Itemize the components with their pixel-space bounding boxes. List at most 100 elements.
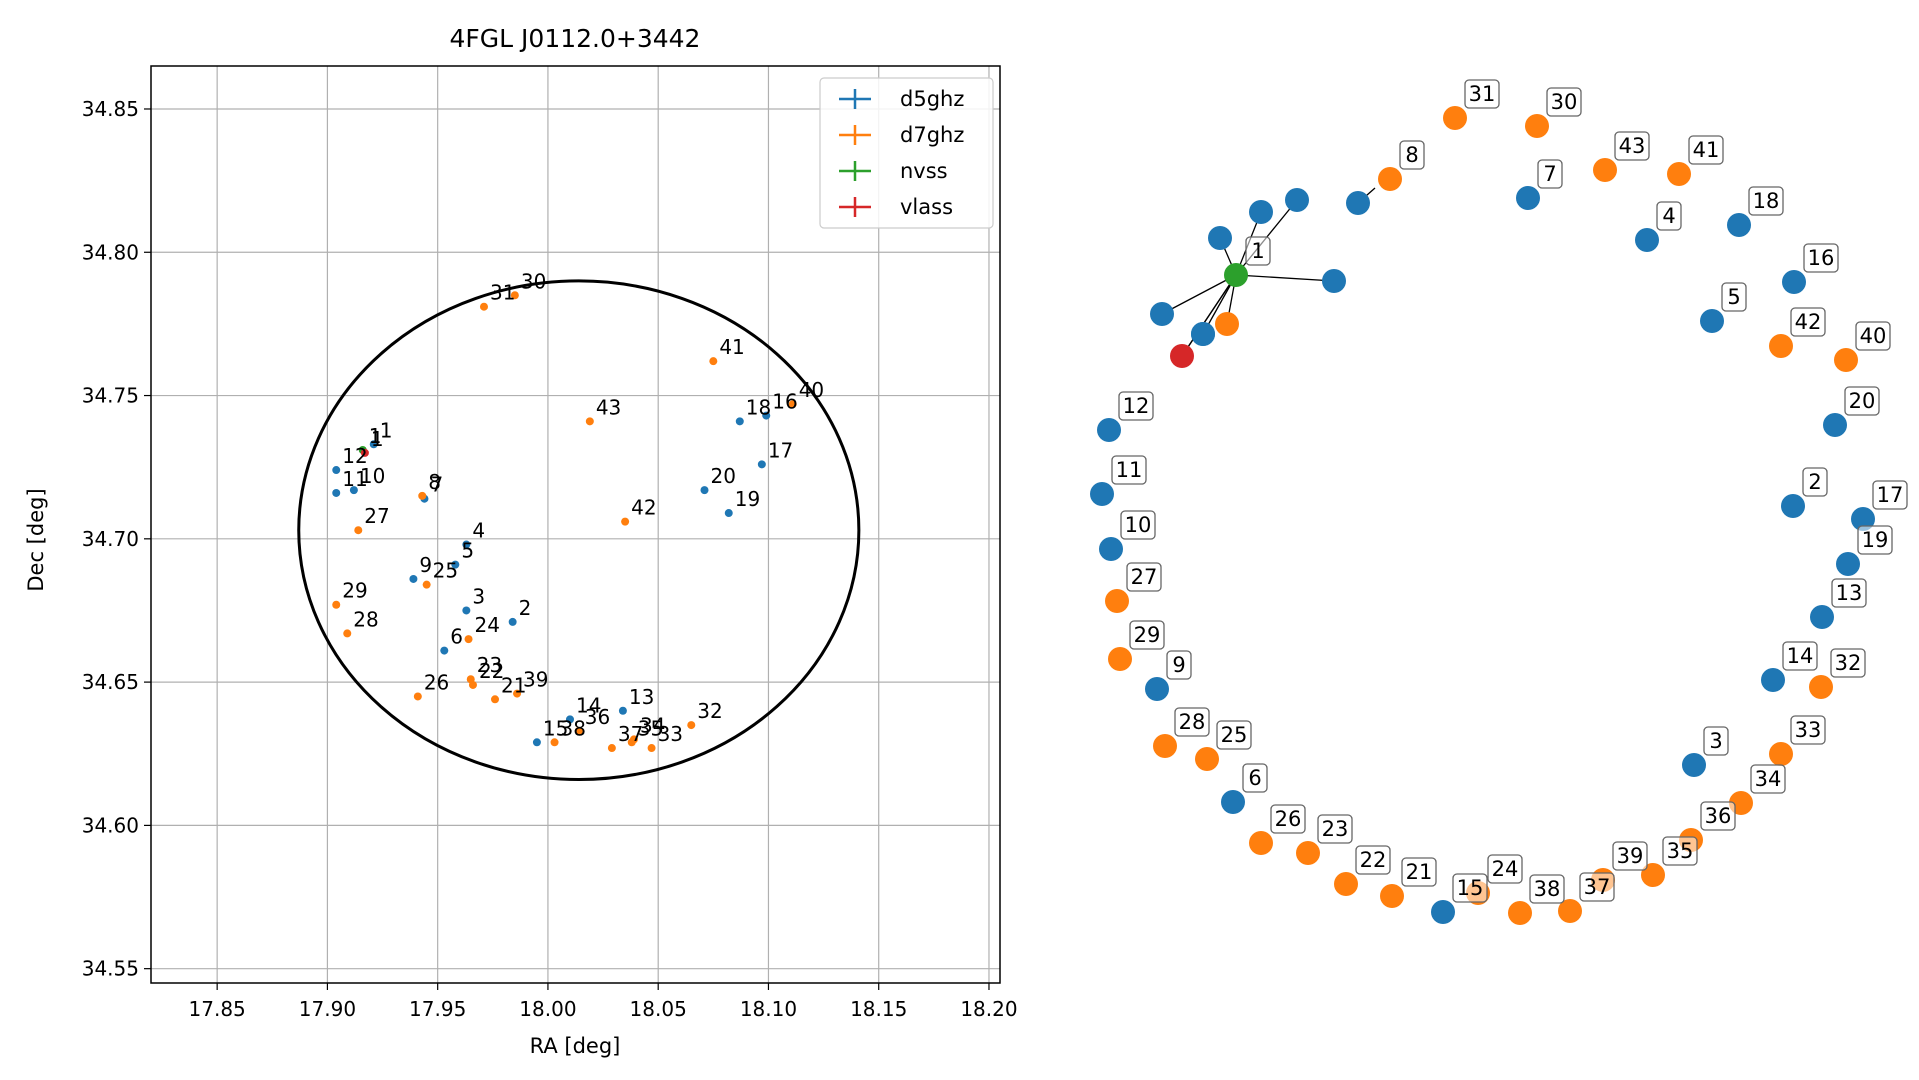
graph-node-label-box	[1748, 186, 1784, 216]
graph-node-label-box	[1614, 131, 1650, 161]
plot-frame	[150, 65, 1001, 984]
point-d5ghz-4	[462, 540, 471, 549]
graph-node-37	[1558, 899, 1582, 923]
x-tick-label: 18.05	[630, 997, 687, 1021]
x-axis-ticks: 17.85 17.90 17.95 18.00 18.05 18.10 18.15 18.20	[189, 983, 1018, 1021]
graph-node-label: 22	[1360, 848, 1387, 872]
graph-node-label-box	[1703, 726, 1729, 756]
point-d7ghz-26	[413, 692, 422, 701]
x-axis-title: RA [deg]	[530, 1034, 621, 1058]
graph-node-d5ghz	[1150, 302, 1174, 326]
graph-node-label-box	[1872, 480, 1908, 510]
graph-node-label: 11	[1116, 458, 1143, 482]
point-label: 28	[353, 607, 378, 631]
graph-node-15	[1431, 900, 1455, 924]
graph-node-29	[1108, 647, 1132, 671]
point-label: 18	[746, 395, 771, 419]
x-tick-label: 18.20	[960, 997, 1017, 1021]
point-d7ghz-43	[585, 417, 594, 426]
graph-node-12	[1097, 418, 1121, 442]
point-d7ghz-37	[607, 744, 616, 753]
point-label: 20	[711, 464, 736, 488]
graph-node-label-box	[1790, 715, 1826, 745]
graph-node-label: 1	[1251, 239, 1264, 263]
graph-edge	[1181, 274, 1237, 357]
point-label: 9	[419, 553, 432, 577]
point-d5ghz-5	[451, 560, 460, 569]
point-d5ghz-11	[332, 488, 341, 497]
graph-node-d5ghz	[1346, 191, 1370, 215]
graph-node-label: 12	[1123, 394, 1150, 418]
graph-node-5	[1700, 309, 1724, 333]
graph-node-label: 18	[1753, 189, 1780, 213]
graph-node-label-box	[1216, 720, 1252, 750]
point-d5ghz-18	[735, 417, 744, 426]
point-label: 29	[342, 579, 367, 603]
graph-node-label-box	[1688, 135, 1724, 165]
graph-node-label-box	[1174, 707, 1210, 737]
graph-node-38	[1508, 901, 1532, 925]
point-d5ghz-19	[724, 509, 733, 518]
y-tick-label: 34.80	[82, 240, 139, 264]
point-label: 24	[475, 613, 500, 637]
point-label: 41	[719, 335, 744, 359]
point-d7ghz-31	[479, 302, 488, 311]
graph-node-label-box	[1782, 641, 1818, 671]
point-label: 11	[342, 467, 367, 491]
graph-node-30	[1525, 114, 1549, 138]
legend-label: d5ghz	[900, 87, 964, 111]
graph-node-label-box	[1537, 159, 1563, 189]
point-d5ghz-13	[618, 706, 627, 715]
graph-node-label: 26	[1275, 807, 1302, 831]
graph-node-3	[1682, 753, 1706, 777]
point-d5ghz-20	[700, 486, 709, 495]
graph-node-label: 23	[1322, 817, 1349, 841]
legend: d5ghz d7ghz nvss vlass	[819, 77, 994, 229]
graph-node-label-box	[1529, 874, 1565, 904]
graph-node-label: 39	[1617, 844, 1644, 868]
graph-node-13	[1810, 605, 1834, 629]
point-label: 34	[640, 713, 665, 737]
graph-nodes	[1090, 106, 1875, 925]
graph-edge	[1161, 274, 1237, 315]
point-label: 16	[772, 390, 797, 414]
point-label: 38	[561, 716, 586, 740]
point-labels: 1234567910111213141516171819208212223242…	[342, 269, 824, 746]
y-tick-label: 34.60	[82, 813, 139, 837]
graph-node-label-box	[1399, 140, 1425, 170]
point-d7ghz-23	[466, 675, 475, 684]
graph-node-26	[1249, 831, 1273, 855]
graph-node-label: 24	[1492, 857, 1519, 881]
graph-node-28	[1153, 734, 1177, 758]
graph-node-label: 17	[1877, 483, 1904, 507]
point-d7ghz-35	[627, 738, 636, 747]
graph-node-label-box	[1118, 391, 1154, 421]
point-d5ghz-14	[565, 715, 574, 724]
graph-node-25	[1195, 747, 1219, 771]
graph-node-4	[1635, 228, 1659, 252]
graph-node-label-box	[1662, 836, 1698, 866]
graph-node-label-box	[1579, 872, 1615, 902]
graph-node-43	[1593, 158, 1617, 182]
graph-node-27	[1105, 589, 1129, 613]
y-tick-label: 34.55	[82, 957, 139, 981]
point-d7ghz-32	[687, 721, 696, 730]
point-label: 42	[631, 496, 656, 520]
graph-node-18	[1727, 213, 1751, 237]
graph-node-label-box	[1355, 845, 1391, 875]
graph-node-label: 19	[1862, 528, 1889, 552]
point-label: 8	[428, 470, 441, 494]
point-label: 21	[501, 673, 526, 697]
y-gridlines	[151, 108, 1000, 970]
graph-node-label: 5	[1727, 285, 1740, 309]
graph-node-label: 4	[1662, 204, 1675, 228]
graph-node-17	[1851, 507, 1875, 531]
graph-node-label-box	[1242, 763, 1268, 793]
legend-box	[819, 77, 994, 229]
graph-node-label: 32	[1835, 651, 1862, 675]
y-axis-ticks: 34.55 34.60 34.65 34.70 34.75 34.80 34.85	[82, 97, 151, 981]
point-label: 39	[523, 668, 548, 692]
point-d5ghz-16	[762, 411, 771, 420]
